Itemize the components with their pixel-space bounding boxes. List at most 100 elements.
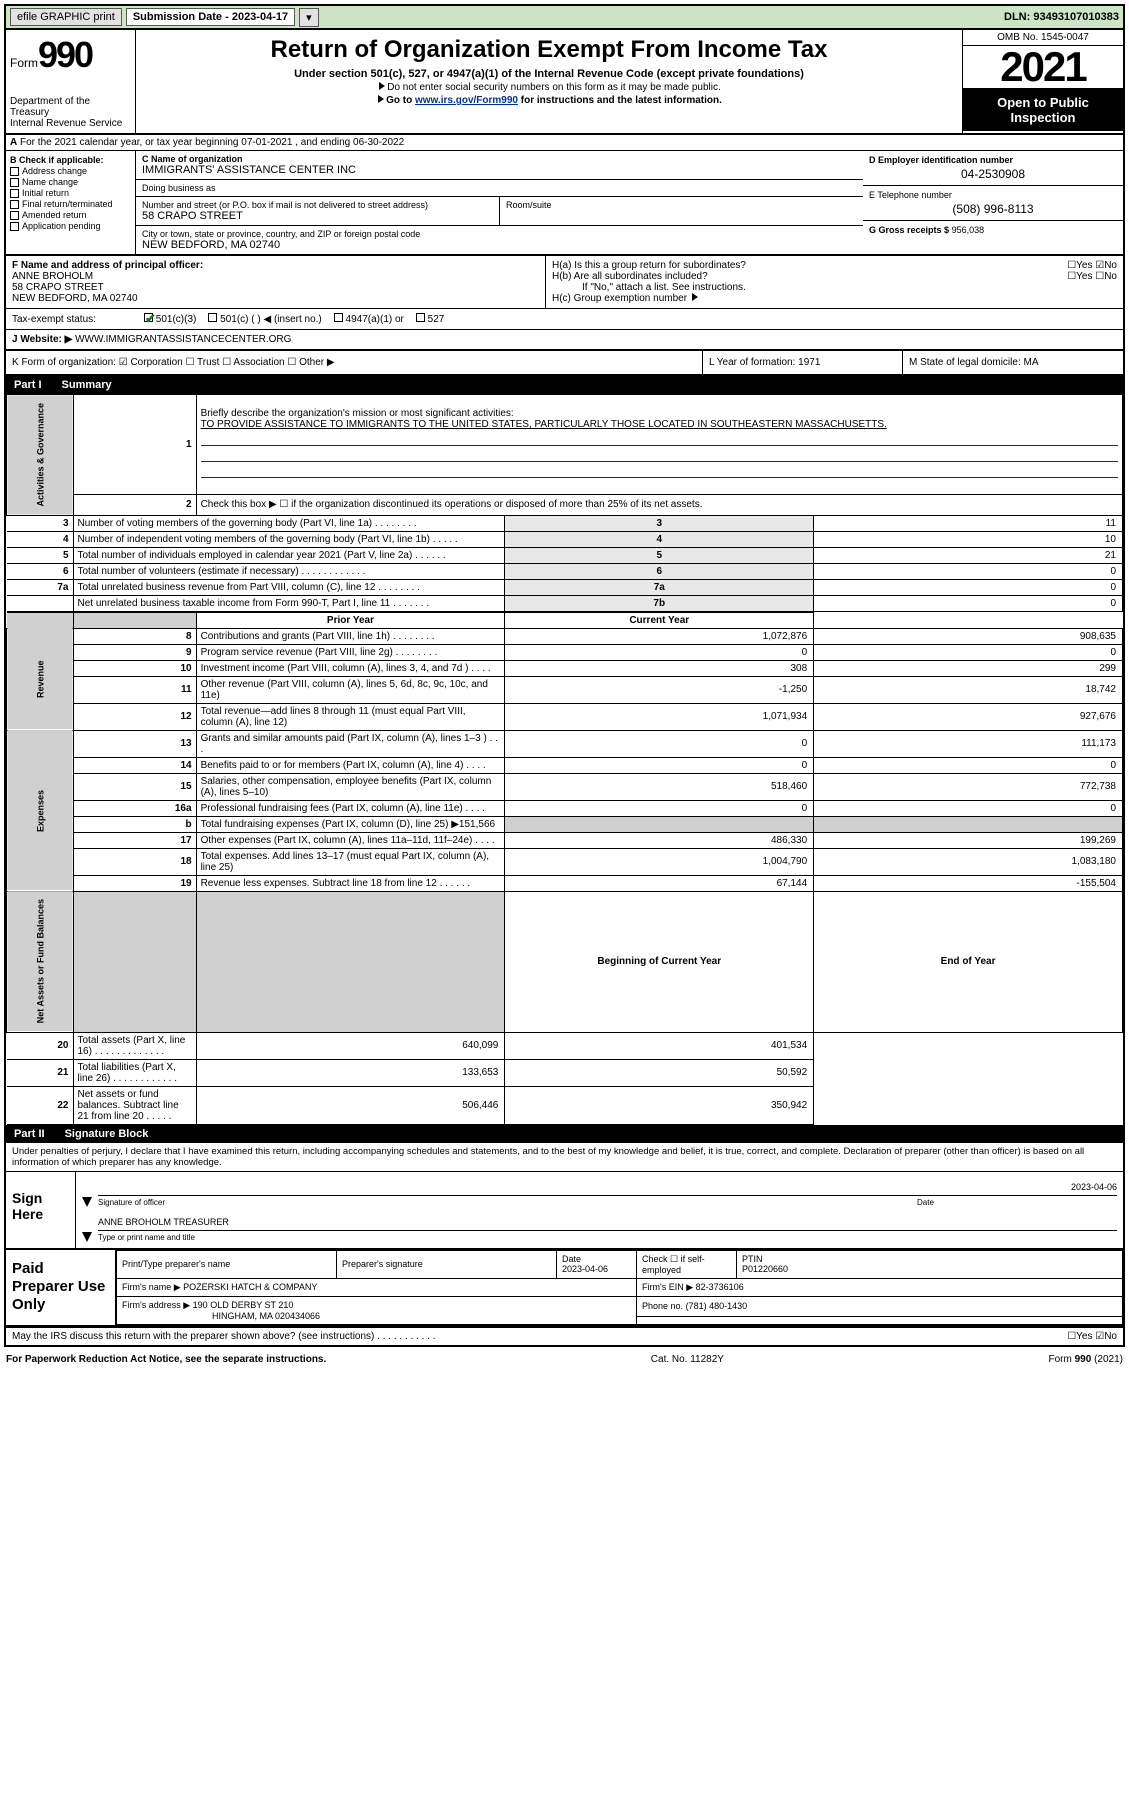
ha-yes-no[interactable]: ☐Yes ☑No [1067,260,1117,271]
cat-no: Cat. No. 11282Y [651,1354,724,1365]
tax-501c[interactable]: 501(c) ( ) ◀ (insert no.) [208,313,321,325]
irs-link[interactable]: www.irs.gov/Form990 [415,95,518,106]
boy-val: 133,653 [196,1059,505,1086]
check-option[interactable]: Address change [10,166,131,176]
tax-527[interactable]: 527 [416,313,444,325]
tax-4947[interactable]: 4947(a)(1) or [334,313,404,325]
line-desc: Other expenses (Part IX, column (A), lin… [196,832,505,848]
org-block: C Name of organization IMMIGRANTS' ASSIS… [136,151,863,254]
eoy-val: 50,592 [505,1059,814,1086]
officer-addr1: 58 CRAPO STREET [12,282,104,293]
sig-officer-lbl: Signature of officer [98,1198,917,1207]
check-applicable: B Check if applicable: Address changeNam… [6,151,136,254]
line-num: 22 [7,1086,74,1124]
check-option[interactable]: Initial return [10,188,131,198]
hc-row: H(c) Group exemption number [552,293,1117,304]
open-inspection-badge: Open to Public Inspection [963,89,1123,131]
current-year-val: -155,504 [814,875,1123,891]
hb-yes-no[interactable]: ☐Yes ☐No [1067,271,1117,282]
line-desc: Number of independent voting members of … [73,531,505,547]
signature-line[interactable]: 2023-04-06 [98,1182,1117,1196]
blank-line [201,432,1118,446]
prior-year-val: 0 [505,644,814,660]
c-name-cell: C Name of organization IMMIGRANTS' ASSIS… [136,151,863,180]
may-discuss-yes-no[interactable]: ☐Yes ☑No [1067,1331,1117,1342]
line-num: 9 [73,644,196,660]
form-page: efile GRAPHIC print Submission Date - 20… [4,4,1125,1347]
side-governance: Activities & Governance [7,395,74,516]
part-i-header: Part I Summary [6,376,1123,394]
line-num: 16a [73,800,196,816]
line-val: 0 [814,595,1123,612]
room-cell: Room/suite [500,197,863,226]
line-num: 14 [73,757,196,773]
line-num: 12 [73,703,196,730]
row-fgh: F Name and address of principal officer:… [6,256,1123,309]
efile-print-button[interactable]: efile GRAPHIC print [10,8,122,26]
prior-year-val: 0 [505,730,814,757]
penalty-statement: Under penalties of perjury, I declare th… [6,1143,1123,1172]
line-desc: Contributions and grants (Part VIII, lin… [196,628,505,644]
line-desc: Net assets or fund balances. Subtract li… [73,1086,196,1124]
address-row: Number and street (or P.O. box if mail i… [136,197,863,226]
tax-501c3[interactable]: 501(c)(3) [144,313,196,325]
line-desc: Total revenue—add lines 8 through 11 (mu… [196,703,505,730]
form-subtitle: Under section 501(c), 527, or 4947(a)(1)… [146,68,952,80]
check-option[interactable]: Application pending [10,221,131,231]
line-num [7,595,74,612]
prep-sig-cell: Preparer's signature [337,1250,557,1278]
prior-year-val: 308 [505,660,814,676]
shaded [814,816,1123,832]
current-year-val: 772,738 [814,773,1123,800]
line-num: 21 [7,1059,74,1086]
line-desc: Grants and similar amounts paid (Part IX… [196,730,505,757]
preparer-block: Paid Preparer Use Only Print/Type prepar… [6,1250,1123,1327]
line-val: 10 [814,531,1123,547]
form-num: 990 [38,34,92,75]
line-num: 6 [7,563,74,579]
submission-date: Submission Date - 2023-04-17 [126,8,295,26]
pra-notice: For Paperwork Reduction Act Notice, see … [6,1354,326,1365]
line-num: 15 [73,773,196,800]
line-desc: Revenue less expenses. Subtract line 18 … [196,875,505,891]
line-num: 10 [73,660,196,676]
line-key: 7b [505,595,814,612]
prior-year-val: 518,460 [505,773,814,800]
irs-label: Internal Revenue Service [10,118,131,129]
hb-row: H(b) Are all subordinates included?☐Yes … [552,271,1117,282]
check-option[interactable]: Amended return [10,210,131,220]
tax-exempt-row: Tax-exempt status: 501(c)(3) 501(c) ( ) … [6,309,1123,330]
current-year-val: 0 [814,757,1123,773]
prior-year-val: -1,250 [505,676,814,703]
check-option[interactable]: Final return/terminated [10,199,131,209]
website-url: WWW.IMMIGRANTASSISTANCECENTER.ORG [75,334,291,345]
row-a-tax-year: A For the 2021 calendar year, or tax yea… [6,135,1123,151]
line-key: 4 [505,531,814,547]
street-cell: Number and street (or P.O. box if mail i… [136,197,500,226]
line-desc: Total expenses. Add lines 13–17 (must eq… [196,848,505,875]
gross-cell: G Gross receipts $ 956,038 [863,221,1123,254]
may-discuss-text: May the IRS discuss this return with the… [12,1331,1067,1342]
blank [637,1316,1123,1324]
current-year-val: 0 [814,800,1123,816]
firm-name-cell: Firm's name ▶ POZERSKI HATCH & COMPANY [117,1278,637,1296]
prep-self-cell[interactable]: Check ☐ if self-employed [637,1250,737,1278]
header-right: OMB No. 1545-0047 2021 Open to Public In… [963,30,1123,133]
dropdown-button[interactable]: ▾ [299,8,319,27]
line-num: 18 [73,848,196,875]
officer-name: ANNE BROHOLM [12,271,93,282]
dln-label: DLN: 93493107010383 [1004,11,1119,23]
street: 58 CRAPO STREET [142,210,243,222]
form-number: Form990 [10,34,131,76]
line-num: 20 [7,1032,74,1059]
current-year-val: 111,173 [814,730,1123,757]
line-key: 5 [505,547,814,563]
line-desc: Professional fundraising fees (Part IX, … [196,800,505,816]
check-option[interactable]: Name change [10,177,131,187]
ssn-note: Do not enter social security numbers on … [146,82,952,93]
city: NEW BEDFORD, MA 02740 [142,239,280,251]
spacer [196,891,505,1032]
ein-cell: D Employer identification number 04-2530… [863,151,1123,186]
line-key: 6 [505,563,814,579]
line-desc: Net unrelated business taxable income fr… [73,595,505,612]
